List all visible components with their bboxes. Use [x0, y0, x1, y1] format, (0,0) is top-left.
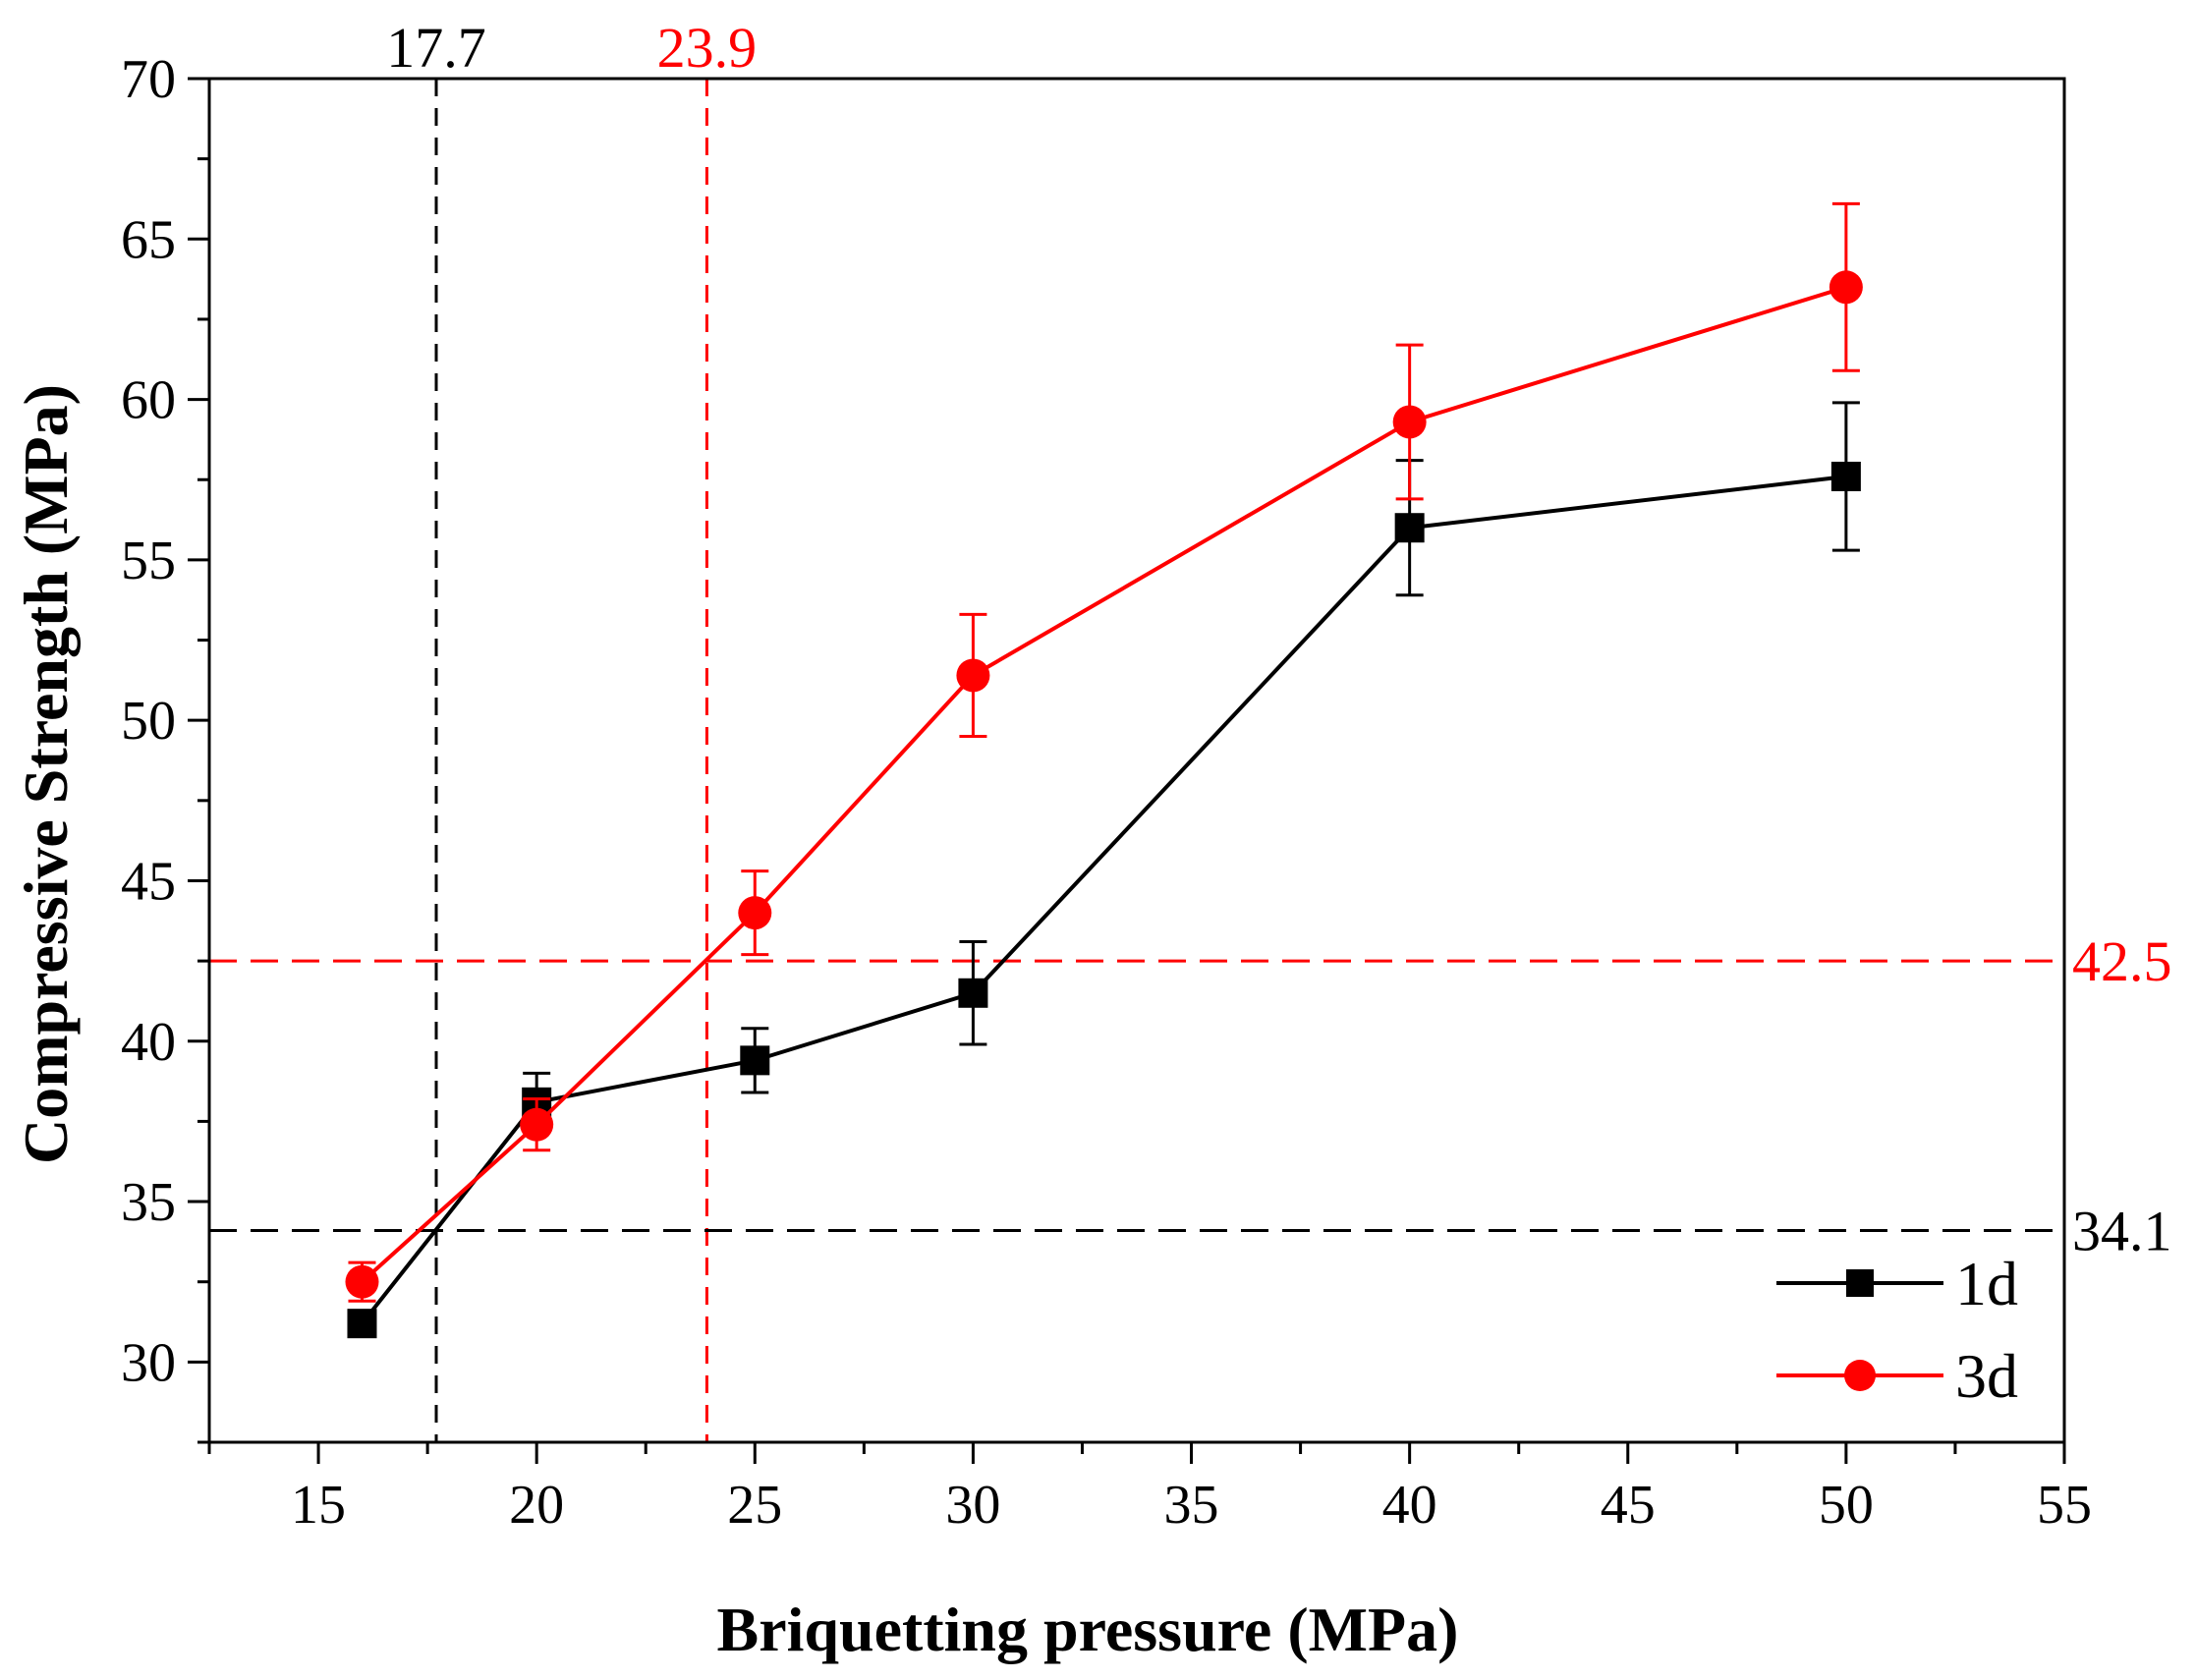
data-point [1394, 513, 1425, 543]
y-tick-label: 35 [121, 1172, 176, 1233]
data-point [345, 1264, 379, 1299]
reference-label: 17.7 [386, 16, 486, 80]
reference-lines: 17.7 23.9 42.5 34.1 [209, 16, 2172, 1442]
y-tick-label: 70 [121, 49, 176, 110]
series-line [360, 474, 1847, 1325]
x-tick-label: 45 [1601, 1475, 1656, 1536]
data-point [1830, 461, 1861, 491]
legend-label: 1d [1955, 1249, 2018, 1318]
reference-label: 34.1 [2072, 1199, 2172, 1262]
y-tick-label: 40 [121, 1012, 176, 1073]
reference-label: 42.5 [2072, 929, 2172, 993]
data-point [1846, 1269, 1874, 1297]
x-tick-label: 35 [1164, 1475, 1219, 1536]
data-point [1392, 405, 1427, 439]
data-series [345, 201, 1863, 1339]
axes: 15 20 25 30 35 40 45 50 55 30 35 40 45 50 55 60 65 70 [121, 49, 2092, 1536]
y-tick-label: 30 [121, 1332, 176, 1393]
x-tick-label: 15 [291, 1475, 346, 1536]
data-point [958, 978, 988, 1008]
y-tick-label: 45 [121, 851, 176, 912]
data-point [740, 1045, 770, 1076]
data-point [1829, 270, 1863, 305]
x-tick-label: 30 [945, 1475, 1000, 1536]
x-tick-label: 55 [2037, 1475, 2092, 1536]
data-point [738, 896, 772, 930]
y-axis-title: Compressive Strength (MPa) [11, 384, 81, 1164]
series-1d [347, 401, 1861, 1339]
y-tick-label: 55 [121, 531, 176, 591]
y-tick-label: 60 [121, 370, 176, 431]
series-3d [345, 201, 1863, 1303]
y-tick-label: 65 [121, 209, 176, 270]
y-tick-label: 50 [121, 691, 176, 752]
x-tick-label: 20 [509, 1475, 564, 1536]
x-tick-label: 25 [727, 1475, 782, 1536]
data-point [520, 1107, 554, 1142]
x-axis-title: Briquetting pressure (MPa) [717, 1595, 1459, 1664]
data-point [1844, 1360, 1876, 1391]
x-tick-label: 40 [1382, 1475, 1437, 1536]
x-tick-label: 50 [1819, 1475, 1874, 1536]
reference-label: 23.9 [657, 16, 758, 80]
legend-label: 3d [1955, 1341, 2018, 1411]
data-point [347, 1309, 377, 1339]
plot-frame [207, 77, 2066, 1444]
data-point [956, 658, 990, 693]
series-line [361, 285, 1847, 1284]
